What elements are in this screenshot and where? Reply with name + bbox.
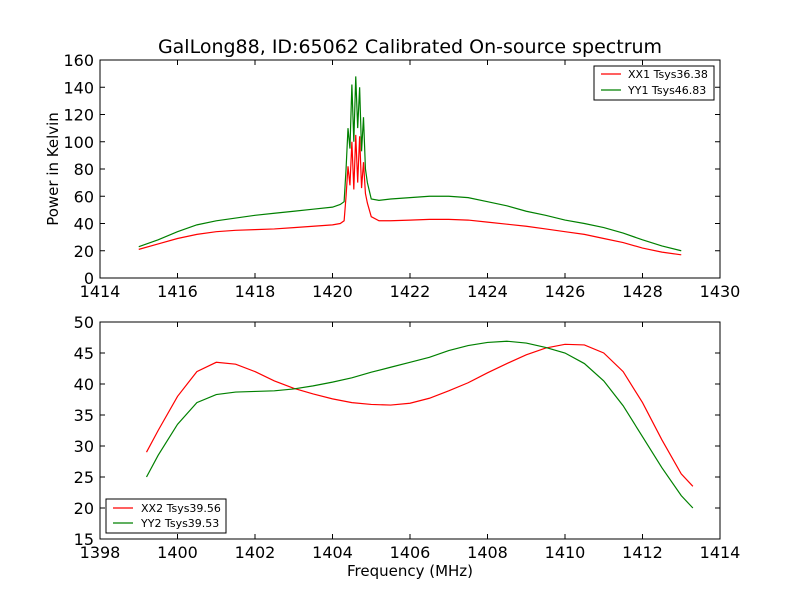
top-y-tick-label: 0 — [84, 269, 94, 288]
bottom-y-tick-label: 35 — [74, 406, 94, 425]
bottom-legend-label-xx2: XX2 Tsys39.56 — [141, 502, 221, 515]
bottom-chart-frame — [99, 321, 721, 540]
bottom-series-line-2 — [145, 340, 694, 509]
bottom-y-tick-label: 40 — [74, 375, 94, 394]
top-x-tick-label: 1426 — [545, 282, 586, 301]
top-series-line-2 — [138, 76, 682, 252]
top-y-tick-label: 100 — [63, 133, 94, 152]
top-chart-title: GalLong88, ID:65062 Calibrated On-source… — [158, 36, 662, 58]
bottom-x-tick-label: 1412 — [622, 543, 663, 562]
top-y-tick-label: 60 — [74, 187, 94, 206]
bottom-y-tick-label: 25 — [74, 468, 94, 487]
bottom-chart: Frequency (MHz) 1398 1400 1402 1404 1406 1408… — [74, 313, 741, 580]
top-y-tick-label: 20 — [74, 242, 94, 261]
top-x-tick-label: 1418 — [235, 282, 276, 301]
bottom-chart-legend: XX2 Tsys39.56 YY2 Tsys39.53 — [105, 498, 227, 534]
bottom-x-tick-label: 1402 — [235, 543, 276, 562]
top-x-tick-label: 1420 — [312, 282, 353, 301]
top-legend-label-yy1: YY1 Tsys46.83 — [627, 84, 706, 97]
top-y-tick-label: 40 — [74, 215, 94, 234]
bottom-chart-plot-area: 1398 1400 1402 1404 1406 1408 1410 1412 1414 15 20… — [74, 313, 741, 562]
top-x-tick-label: 1422 — [390, 282, 431, 301]
top-x-tick-label: 1414 — [80, 282, 121, 301]
top-chart-legend: XX1 Tsys36.38 YY1 Tsys46.83 — [593, 65, 715, 101]
top-chart-y-axis-label: Power in Kelvin — [44, 112, 62, 226]
bottom-x-tick-label: 1398 — [80, 543, 121, 562]
top-y-tick-label: 120 — [63, 106, 94, 125]
bottom-x-tick-label: 1404 — [312, 543, 353, 562]
top-chart-plot-area: 1414 1416 1418 1420 1422 1424 1426 1428 1430 0 20 4… — [63, 51, 740, 301]
top-y-tick-label: 160 — [63, 51, 94, 70]
top-legend-box — [593, 65, 715, 101]
top-series-line-1 — [138, 134, 682, 256]
bottom-x-tick-label: 1400 — [157, 543, 198, 562]
bottom-series-line-1 — [145, 343, 694, 487]
top-x-tick-label: 1428 — [622, 282, 663, 301]
top-x-tick-label: 1430 — [700, 282, 741, 301]
top-x-tick-label: 1416 — [157, 282, 198, 301]
bottom-y-tick-label: 50 — [74, 313, 94, 332]
bottom-x-tick-label: 1408 — [467, 543, 508, 562]
bottom-x-tick-label: 1414 — [700, 543, 741, 562]
top-x-tick-label: 1424 — [467, 282, 508, 301]
top-chart: GalLong88, ID:65062 Calibrated On-source… — [44, 36, 740, 301]
top-y-tick-label: 140 — [63, 78, 94, 97]
bottom-legend-label-yy2: YY2 Tsys39.53 — [140, 517, 219, 530]
top-chart-frame — [99, 59, 721, 279]
bottom-chart-x-axis-label: Frequency (MHz) — [347, 562, 473, 580]
top-y-tick-label: 80 — [74, 160, 94, 179]
bottom-legend-box — [105, 498, 227, 534]
bottom-x-tick-label: 1406 — [390, 543, 431, 562]
bottom-y-tick-label: 45 — [74, 344, 94, 363]
bottom-y-tick-label: 30 — [74, 437, 94, 456]
bottom-y-tick-label: 15 — [74, 530, 94, 549]
bottom-y-tick-label: 20 — [74, 499, 94, 518]
top-legend-label-xx1: XX1 Tsys36.38 — [628, 68, 708, 81]
bottom-x-tick-label: 1410 — [545, 543, 586, 562]
